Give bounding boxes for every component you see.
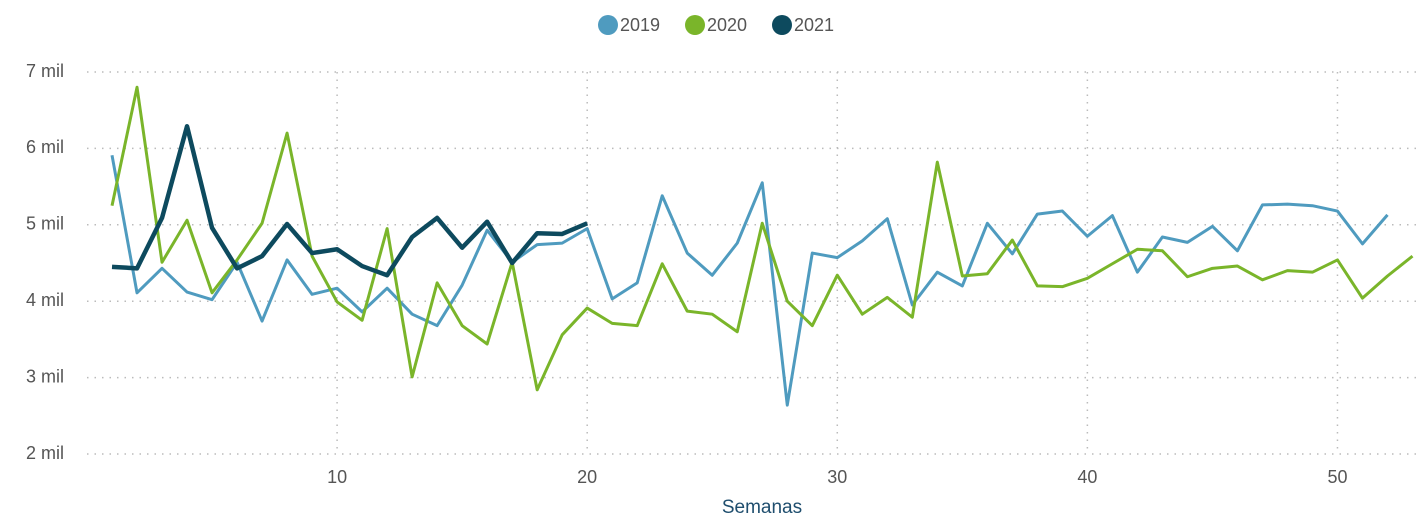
x-tick-label: 50 [1327, 467, 1347, 487]
x-tick-label: 10 [327, 467, 347, 487]
line-series [110, 155, 1389, 407]
line-series [111, 123, 589, 278]
y-tick-label: 3 mil [26, 366, 64, 386]
x-tick-label: 20 [577, 467, 597, 487]
x-axis-title: Semanas [722, 497, 802, 518]
line-series [110, 85, 1414, 392]
y-tick-label: 2 mil [26, 443, 64, 463]
x-tick-label: 30 [827, 467, 847, 487]
y-tick-label: 5 mil [26, 214, 64, 234]
legend-label: 2021 [794, 15, 834, 35]
y-tick-label: 6 mil [26, 137, 64, 157]
y-tick-label: 4 mil [26, 290, 64, 310]
y-tick-label: 7 mil [26, 61, 64, 81]
legend-marker [772, 15, 792, 35]
legend-label: 2020 [707, 15, 747, 35]
legend-marker [685, 15, 705, 35]
legend-marker [598, 15, 618, 35]
legend-label: 2019 [620, 15, 660, 35]
x-tick-label: 40 [1077, 467, 1097, 487]
